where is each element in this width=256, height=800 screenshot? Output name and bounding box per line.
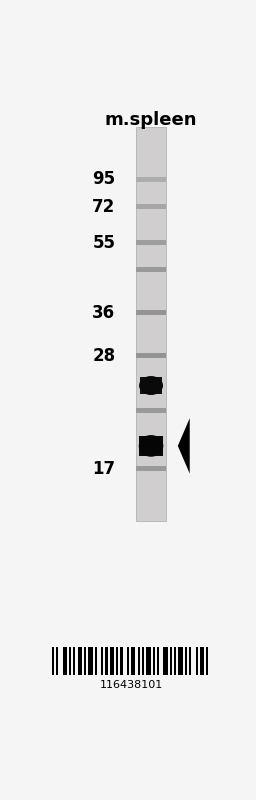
Bar	[62, 647, 67, 675]
Text: 116438101: 116438101	[100, 680, 163, 690]
Bar	[163, 647, 168, 675]
Bar	[200, 647, 204, 675]
Bar	[178, 647, 183, 675]
Bar	[136, 466, 166, 471]
Bar	[170, 647, 172, 675]
Text: 28: 28	[92, 347, 115, 365]
Bar	[136, 205, 166, 210]
Bar	[52, 647, 54, 675]
Text: m.spleen: m.spleen	[105, 111, 197, 130]
Bar	[110, 647, 114, 675]
Ellipse shape	[139, 376, 163, 395]
Bar	[116, 647, 118, 675]
Text: 55: 55	[92, 234, 115, 252]
Bar	[69, 647, 71, 675]
Ellipse shape	[139, 435, 163, 457]
Text: 72: 72	[92, 198, 115, 216]
Bar	[138, 647, 140, 675]
Bar	[153, 647, 155, 675]
Bar	[146, 647, 151, 675]
Bar	[136, 267, 166, 272]
Bar	[73, 647, 76, 675]
Bar	[157, 647, 159, 675]
Bar	[56, 647, 58, 675]
Bar	[139, 436, 163, 456]
Bar	[131, 647, 135, 675]
Bar	[140, 377, 163, 394]
Bar	[88, 647, 93, 675]
Bar	[185, 647, 187, 675]
Bar	[196, 647, 198, 675]
Bar	[136, 310, 166, 315]
Text: 95: 95	[92, 170, 115, 188]
Bar	[189, 647, 191, 675]
Text: 17: 17	[92, 460, 115, 478]
Bar	[206, 647, 208, 675]
Text: 36: 36	[92, 304, 115, 322]
Polygon shape	[178, 418, 190, 474]
Bar	[136, 177, 166, 182]
Bar	[136, 240, 166, 245]
Bar	[78, 647, 82, 675]
Bar	[136, 408, 166, 413]
Bar	[127, 647, 129, 675]
Bar	[136, 127, 166, 521]
Bar	[121, 647, 123, 675]
Bar	[95, 647, 97, 675]
Bar	[142, 647, 144, 675]
Bar	[101, 647, 103, 675]
Bar	[174, 647, 176, 675]
Bar	[84, 647, 86, 675]
Bar	[136, 354, 166, 358]
Bar	[105, 647, 108, 675]
